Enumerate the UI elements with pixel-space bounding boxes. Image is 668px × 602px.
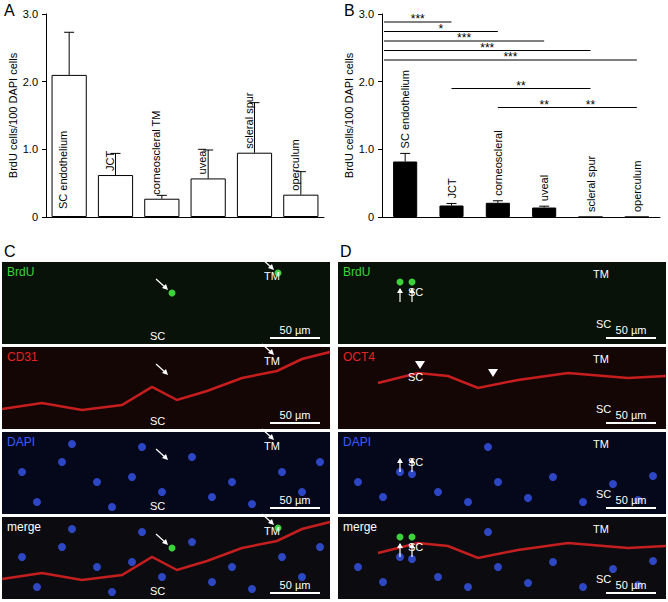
svg-text:operculum: operculum	[289, 139, 301, 190]
svg-text:D: D	[340, 243, 352, 260]
svg-text:uveal: uveal	[538, 175, 550, 201]
svg-text:SC: SC	[596, 573, 611, 585]
svg-text:SC endothelium: SC endothelium	[57, 131, 69, 209]
svg-text:SC: SC	[408, 371, 423, 383]
svg-text:BrdU cells/100 DAPI cells: BrdU cells/100 DAPI cells	[7, 52, 19, 178]
svg-text:corneoscleral TM: corneoscleral TM	[150, 111, 162, 195]
svg-text:1.0: 1.0	[359, 143, 374, 155]
svg-text:TM: TM	[264, 440, 280, 452]
svg-text:SC: SC	[150, 330, 165, 342]
svg-text:merge: merge	[343, 520, 377, 534]
svg-text:50 µm: 50 µm	[616, 579, 647, 591]
svg-text:uveal: uveal	[196, 148, 208, 174]
svg-text:50 µm: 50 µm	[280, 324, 311, 336]
svg-text:JCT: JCT	[104, 151, 116, 171]
svg-text:TM: TM	[593, 268, 609, 280]
svg-text:2.0: 2.0	[359, 76, 374, 88]
svg-text:1.0: 1.0	[23, 143, 38, 155]
svg-text:OCT4: OCT4	[343, 350, 375, 364]
svg-text:A: A	[4, 2, 15, 19]
svg-text:operculum: operculum	[631, 161, 643, 212]
svg-text:2.0: 2.0	[23, 76, 38, 88]
svg-text:BrdU cells/100 DAPI cells: BrdU cells/100 DAPI cells	[343, 52, 355, 178]
svg-text:**: **	[516, 79, 526, 93]
svg-text:SC endothelium: SC endothelium	[399, 70, 411, 148]
svg-text:C: C	[4, 243, 16, 260]
svg-text:DAPI: DAPI	[343, 435, 371, 449]
svg-text:SC: SC	[150, 585, 165, 597]
svg-text:SC: SC	[596, 403, 611, 415]
svg-text:3.0: 3.0	[23, 8, 38, 20]
svg-text:corneoscleral: corneoscleral	[492, 130, 504, 195]
svg-text:*: *	[439, 22, 444, 36]
svg-text:50 µm: 50 µm	[616, 409, 647, 421]
svg-text:**: **	[539, 98, 549, 112]
svg-text:3.0: 3.0	[359, 8, 374, 20]
svg-text:DAPI: DAPI	[7, 435, 35, 449]
svg-text:BrdU: BrdU	[343, 265, 370, 279]
svg-text:TM: TM	[264, 270, 280, 282]
svg-text:50 µm: 50 µm	[616, 494, 647, 506]
svg-text:TM: TM	[593, 523, 609, 535]
svg-text:50 µm: 50 µm	[280, 409, 311, 421]
svg-text:BrdU: BrdU	[7, 265, 34, 279]
svg-text:CD31: CD31	[7, 350, 38, 364]
svg-text:SC: SC	[150, 415, 165, 427]
svg-text:**: **	[586, 98, 596, 112]
svg-text:***: ***	[411, 12, 425, 26]
svg-text:TM: TM	[264, 525, 280, 537]
svg-text:0: 0	[368, 211, 374, 223]
svg-text:***: ***	[457, 31, 471, 45]
svg-text:TM: TM	[593, 353, 609, 365]
svg-text:***: ***	[480, 41, 494, 55]
svg-text:scleral spur: scleral spur	[585, 155, 597, 212]
svg-text:JCT: JCT	[446, 178, 458, 198]
svg-text:50 µm: 50 µm	[280, 579, 311, 591]
svg-text:TM: TM	[264, 355, 280, 367]
svg-text:SC: SC	[408, 286, 423, 298]
svg-text:scleral spur: scleral spur	[243, 92, 255, 149]
svg-text:SC: SC	[408, 541, 423, 553]
svg-text:SC: SC	[150, 500, 165, 512]
svg-text:TM: TM	[593, 438, 609, 450]
svg-text:0: 0	[32, 211, 38, 223]
svg-text:***: ***	[503, 50, 517, 64]
svg-text:50 µm: 50 µm	[280, 494, 311, 506]
svg-text:SC: SC	[408, 456, 423, 468]
svg-text:merge: merge	[7, 520, 41, 534]
svg-text:50 µm: 50 µm	[616, 324, 647, 336]
svg-text:SC: SC	[596, 488, 611, 500]
svg-text:SC: SC	[596, 318, 611, 330]
svg-text:B: B	[344, 2, 355, 19]
